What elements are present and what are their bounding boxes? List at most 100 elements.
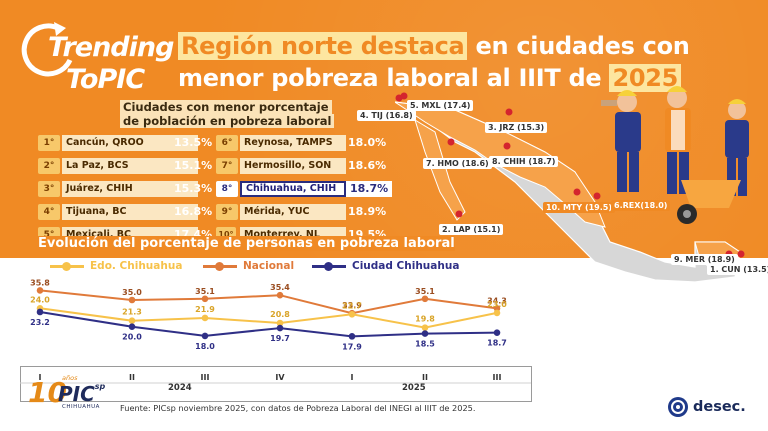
ranking-heading-line2: de población en pobreza laboral [120, 114, 335, 128]
map-label-jrz: 3. JRZ (15.3) [485, 122, 548, 133]
map-pin-icon [455, 210, 463, 218]
data-label: 19.7 [270, 334, 290, 343]
map-pin-icon [505, 108, 513, 116]
map-label-lap: 2. LAP (15.1) [439, 224, 504, 235]
chart-title: Evolución del porcentaje de personas en … [38, 236, 455, 251]
tick-label: II [422, 373, 428, 382]
data-point [201, 332, 209, 340]
rank-city: Tijuana, BC [62, 204, 198, 220]
ranking-row-highlight: 8° Chihuahua, CHIH 18.7% [216, 179, 396, 199]
map-label-mer: 9. MER (18.9) [671, 254, 738, 265]
headline-rest-1: en ciudades con [475, 32, 690, 60]
ranking-row: 1° Cancún, QROO 13.5% [38, 133, 212, 153]
data-point [276, 291, 284, 299]
rank-city: Cancún, QROO [62, 135, 198, 151]
rank-value: 16.8% [174, 205, 213, 218]
rank-badge: 1° [38, 135, 60, 151]
rank-value: 15.1% [174, 159, 213, 172]
rank-badge: 2° [38, 158, 60, 174]
ranking-row: 6° Reynosa, TAMPS 18.0% [216, 133, 396, 153]
map-label-hmo: 7. HMO (18.6) [423, 158, 492, 169]
chart-legend: Edo. Chihuahua Nacional Ciudad Chihuahua [0, 260, 768, 276]
data-point [201, 314, 209, 322]
headline-line-2: menor pobreza laboral al IIIT de [178, 64, 602, 92]
trending-topic-logo: Trending ToPIC [18, 20, 183, 98]
desec-icon [668, 397, 688, 417]
tick-label: IV [275, 373, 285, 382]
desec-wordmark: desec. [693, 399, 746, 415]
logo-subtitle: CHIHUAHUA [62, 404, 100, 410]
ranking-heading: Ciudades con menor porcentaje de poblaci… [120, 100, 335, 128]
data-label: 34.3 [487, 296, 507, 305]
data-point [421, 330, 429, 337]
logo-pic: PICsp [58, 382, 106, 406]
data-label: 18.7 [487, 339, 507, 348]
data-point [201, 295, 209, 303]
legend-item-edo-chihuahua: Edo. Chihuahua [50, 260, 182, 272]
rank-value: 18.6% [348, 159, 387, 172]
ranking-row: 9° Mérida, YUC 18.9% [216, 202, 396, 222]
data-label: 19.8 [415, 315, 435, 324]
logo-arrow-icon [21, 22, 73, 77]
tick-label: III [493, 373, 502, 382]
line-chart: 35.8 35.0 35.1 35.4 33.9 35.1 34.3 24.0 21.3 21.9… [30, 278, 507, 382]
logo-anos: años [62, 374, 78, 382]
data-label: 22.7 [342, 301, 362, 310]
data-label: 33.9 [342, 301, 362, 310]
data-point [128, 296, 136, 304]
data-label: 23.0 [487, 300, 507, 309]
data-label: 21.9 [195, 305, 215, 314]
rank-value: 18.9% [348, 205, 387, 218]
data-label: 23.2 [30, 318, 50, 327]
legend-swatch [312, 261, 346, 271]
legend-swatch [203, 261, 237, 271]
map-pin-icon [573, 188, 581, 196]
data-label: 21.3 [122, 308, 142, 317]
data-point [276, 319, 284, 327]
rank-city: Chihuahua, CHIH [240, 181, 346, 197]
headline-highlight-1: Región norte destaca [178, 32, 468, 60]
source-note: Fuente: PICsp noviembre 2025, con datos … [120, 403, 476, 413]
map-pin-icon [503, 142, 511, 150]
rank-city: Juárez, CHIH [62, 181, 198, 197]
tick-label: III [201, 373, 210, 382]
rank-city: La Paz, BCS [62, 158, 198, 174]
data-label: 35.1 [415, 287, 435, 296]
ranking-table-left: 1° Cancún, QROO 13.5% 2° La Paz, BCS 15.1% 3… [38, 133, 212, 248]
year-label-2024: 2024 [168, 383, 192, 393]
ranking-row: 4° Tijuana, BC 16.8% [38, 202, 212, 222]
map-pin-icon [395, 94, 403, 102]
data-label: 18.0 [195, 342, 215, 351]
rank-city: Hermosillo, SON [240, 158, 346, 174]
data-point [36, 308, 44, 316]
data-label: 17.9 [342, 342, 362, 351]
page-title: Región norte destaca en ciudades con men… [178, 30, 698, 94]
map-label-mxl: 5. MXL (17.4) [407, 100, 474, 111]
mexico-map: 4. TIJ (16.8) 5. MXL (17.4) 3. JRZ (15.3… [357, 92, 768, 282]
data-point [348, 333, 356, 340]
rank-badge: 4° [38, 204, 60, 220]
map-label-tij: 4. TIJ (16.8) [357, 110, 416, 121]
map-label-cun: 1. CUN (13.5) [707, 264, 768, 275]
data-label: 20.0 [122, 333, 142, 342]
logo-number: 10 [28, 376, 67, 409]
data-point [421, 295, 429, 303]
ranking-row: 7° Hermosillo, SON 18.6% [216, 156, 396, 176]
year-label-2025: 2025 [402, 383, 426, 393]
rank-badge: 3° [38, 181, 60, 197]
map-label-chih: 8. CHIH (18.7) [489, 156, 559, 167]
ranking-table-right: 6° Reynosa, TAMPS 18.0% 7° Hermosillo, SON 1… [216, 133, 396, 248]
data-point [128, 317, 136, 325]
map-label-rex: 6.REX(18.0) [611, 200, 671, 211]
rank-badge: 7° [216, 158, 238, 174]
tick-label: I [351, 373, 354, 382]
data-point [421, 324, 429, 331]
legend-label: Nacional [243, 260, 295, 272]
rank-badge: 9° [216, 204, 238, 220]
ranking-row: 2° La Paz, BCS 15.1% [38, 156, 212, 176]
ranking-heading-line1: Ciudades con menor porcentaje [120, 100, 332, 114]
rank-value: 18.7% [346, 181, 393, 197]
chart-title-text: Evolución del porcentaje de personas en … [38, 236, 455, 251]
rank-value: 13.5% [174, 136, 213, 149]
